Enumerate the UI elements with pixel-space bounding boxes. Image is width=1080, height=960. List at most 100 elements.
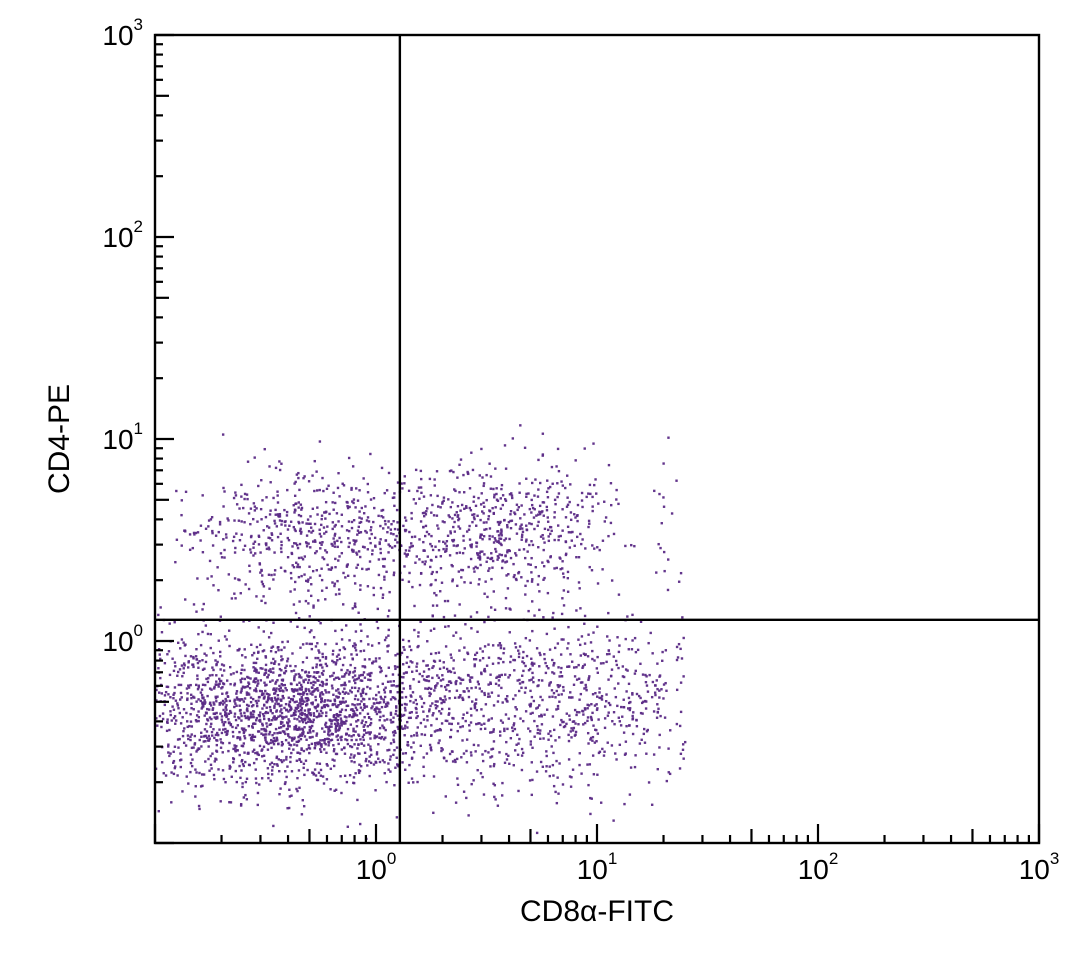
data-point: [451, 539, 453, 541]
data-point: [440, 555, 442, 557]
data-point: [493, 765, 495, 767]
data-point: [498, 684, 500, 686]
data-point: [496, 530, 498, 532]
data-point: [626, 615, 628, 617]
data-point: [459, 637, 461, 639]
data-point: [421, 675, 423, 677]
data-point: [656, 679, 658, 681]
data-point: [547, 561, 549, 563]
data-point: [347, 692, 349, 694]
data-point: [313, 671, 315, 673]
data-point: [462, 535, 464, 537]
data-point: [289, 756, 291, 758]
data-point: [577, 638, 579, 640]
data-point: [393, 492, 395, 494]
data-point: [374, 537, 376, 539]
data-point: [526, 580, 528, 582]
data-point: [513, 764, 515, 766]
data-point: [642, 673, 644, 675]
data-point: [557, 694, 559, 696]
data-point: [447, 535, 449, 537]
data-point: [546, 709, 548, 711]
data-point: [279, 715, 281, 717]
data-point: [435, 652, 437, 654]
data-point: [512, 437, 514, 439]
data-point: [354, 541, 356, 543]
data-point: [496, 558, 498, 560]
data-point: [324, 517, 326, 519]
data-point: [339, 775, 341, 777]
data-point: [600, 801, 602, 803]
data-point: [501, 674, 503, 676]
data-point: [405, 555, 407, 557]
data-point: [198, 684, 200, 686]
data-point: [280, 541, 282, 543]
data-point: [322, 656, 324, 658]
data-point: [619, 744, 621, 746]
data-point: [313, 712, 315, 714]
data-point: [348, 734, 350, 736]
data-point: [308, 679, 310, 681]
data-point: [459, 726, 461, 728]
data-point: [528, 679, 530, 681]
data-point: [411, 671, 413, 673]
data-point: [367, 725, 369, 727]
data-point: [418, 486, 420, 488]
data-point: [518, 482, 520, 484]
data-point: [514, 513, 516, 515]
data-point: [308, 744, 310, 746]
data-point: [393, 574, 395, 576]
data-point: [372, 521, 374, 523]
data-point: [358, 735, 360, 737]
data-point: [269, 513, 271, 515]
data-point: [348, 520, 350, 522]
data-point: [379, 701, 381, 703]
data-point: [265, 656, 267, 658]
data-point: [580, 693, 582, 695]
data-point: [574, 675, 576, 677]
data-point: [323, 731, 325, 733]
data-point: [269, 731, 271, 733]
data-point: [290, 744, 292, 746]
data-point: [285, 739, 287, 741]
data-point: [200, 745, 202, 747]
data-point: [341, 721, 343, 723]
data-point: [177, 642, 179, 644]
data-point: [280, 547, 282, 549]
data-point: [423, 718, 425, 720]
data-point: [345, 716, 347, 718]
data-point: [204, 703, 206, 705]
data-point: [264, 712, 266, 714]
data-point: [277, 501, 279, 503]
data-point: [301, 686, 303, 688]
data-point: [271, 539, 273, 541]
data-point: [265, 722, 267, 724]
data-point: [514, 706, 516, 708]
data-point: [350, 735, 352, 737]
data-point: [255, 700, 257, 702]
data-point: [308, 566, 310, 568]
data-point: [461, 697, 463, 699]
data-point: [249, 734, 251, 736]
data-point: [499, 676, 501, 678]
data-point: [522, 531, 524, 533]
data-point: [578, 678, 580, 680]
data-point: [333, 750, 335, 752]
data-point: [617, 667, 619, 669]
data-point: [373, 737, 375, 739]
data-point: [483, 621, 485, 623]
data-point: [201, 494, 203, 496]
data-point: [545, 672, 547, 674]
data-point: [310, 526, 312, 528]
data-point: [211, 666, 213, 668]
data-point: [282, 690, 284, 692]
data-point: [221, 663, 223, 665]
data-point: [538, 715, 540, 717]
data-point: [234, 597, 236, 599]
data-point: [290, 577, 292, 579]
data-point: [284, 667, 286, 669]
data-point: [411, 517, 413, 519]
data-point: [531, 747, 533, 749]
data-point: [658, 696, 660, 698]
data-point: [610, 504, 612, 506]
